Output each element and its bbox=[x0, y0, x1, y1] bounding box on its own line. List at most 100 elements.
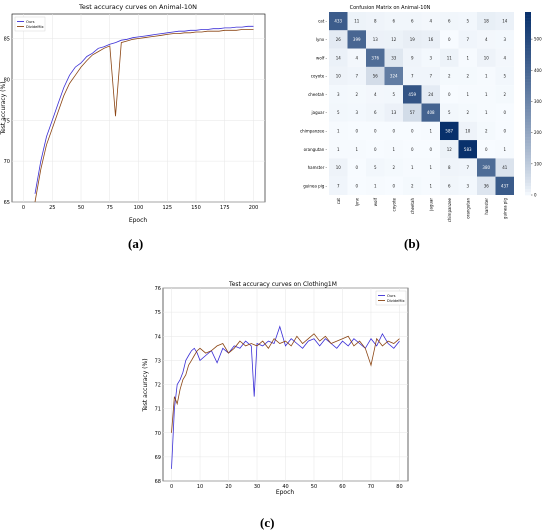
colorbar-segment bbox=[525, 112, 531, 116]
colorbar-segment bbox=[525, 36, 531, 40]
x-tick-label: 0 bbox=[22, 205, 25, 211]
cell-value-label: 0 bbox=[448, 37, 451, 42]
cell-value-label: 6 bbox=[392, 19, 395, 24]
cell-value-label: 1 bbox=[485, 92, 488, 97]
cell-value-label: 14 bbox=[336, 55, 342, 60]
y-tick-label: 68 bbox=[155, 479, 161, 485]
cell-value-label: 3 bbox=[466, 183, 469, 188]
colorbar-segment bbox=[525, 88, 531, 92]
colorbar-segment bbox=[525, 164, 531, 168]
colorbar-segment bbox=[525, 167, 531, 171]
heatmap-cell bbox=[329, 140, 348, 159]
y-tick-label: 65 bbox=[4, 200, 10, 206]
confusion-matrix-chart: Confusion Matrix on Animal-10N 433 11 8 6 6 4… bbox=[300, 5, 542, 222]
cell-value-label: 10 bbox=[465, 128, 471, 133]
cell-value-label: 7 bbox=[411, 74, 414, 79]
cell-value-label: 26 bbox=[336, 37, 342, 42]
colorbar-segment bbox=[525, 85, 531, 89]
heatmap-cell bbox=[384, 48, 403, 67]
heatmap-cell bbox=[366, 66, 385, 86]
x-tick-label: 100 bbox=[134, 205, 144, 211]
heatmap-cell bbox=[384, 66, 403, 86]
cell-value-label: 0 bbox=[374, 147, 377, 152]
colorbar-segment bbox=[525, 12, 531, 16]
heatmap-cell bbox=[329, 30, 348, 49]
heatmap-cell bbox=[477, 121, 496, 141]
legend-entry: Ours bbox=[26, 20, 35, 24]
chart-title: Test accuracy curves on Animal-10N bbox=[78, 3, 197, 11]
heatmap-cell bbox=[458, 158, 477, 177]
heatmap-cell bbox=[495, 66, 514, 86]
cell-value-label: 2 bbox=[448, 74, 451, 79]
heatmap-cell bbox=[329, 176, 348, 195]
cell-value-label: 5 bbox=[337, 110, 340, 115]
heatmap-cell bbox=[440, 12, 459, 31]
cell-value-label: 1 bbox=[429, 183, 432, 188]
cell-value-label: 2 bbox=[466, 110, 469, 115]
cell-value-label: 9 bbox=[411, 55, 414, 60]
cell-value-label: 33 bbox=[391, 55, 397, 60]
heatmap-cell bbox=[403, 30, 422, 49]
y-tick-label: 75 bbox=[155, 310, 161, 316]
cell-value-label: 36 bbox=[484, 183, 490, 188]
cell-value-label: 324 bbox=[390, 74, 398, 79]
heatmap-cell bbox=[329, 48, 348, 67]
cell-value-label: 2 bbox=[411, 183, 414, 188]
x-tick-label: 125 bbox=[162, 205, 172, 211]
heatmap-cell bbox=[458, 121, 477, 141]
cell-value-label: 1 bbox=[485, 110, 488, 115]
x-tick-label: 50 bbox=[78, 205, 84, 211]
heatmap-cell bbox=[440, 48, 459, 67]
cell-value-label: 7 bbox=[466, 165, 469, 170]
heatmap-cell bbox=[458, 12, 477, 31]
heatmap-cell bbox=[458, 30, 477, 49]
y-tick-label: 73 bbox=[155, 358, 161, 364]
cell-value-label: 19 bbox=[410, 37, 416, 42]
heatmap-cell bbox=[366, 158, 385, 177]
heatmap-cell bbox=[403, 103, 422, 122]
y-tick-label: 75 bbox=[4, 118, 10, 124]
cell-value-label: 8 bbox=[448, 165, 451, 170]
colorbar-segment bbox=[525, 51, 531, 55]
colorbar-segment bbox=[525, 134, 531, 138]
colorbar-tick-label: 100 bbox=[534, 161, 542, 166]
heatmap-cell bbox=[347, 103, 366, 122]
heatmap-cell bbox=[495, 121, 514, 141]
cell-value-label: 16 bbox=[428, 37, 434, 42]
cell-value-label: 4 bbox=[429, 19, 432, 24]
cell-value-label: 0 bbox=[355, 183, 358, 188]
cell-value-label: 0 bbox=[374, 128, 377, 133]
colorbar-segment bbox=[525, 121, 531, 126]
cell-value-label: 3 bbox=[503, 37, 506, 42]
heatmap-cell bbox=[384, 176, 403, 195]
heatmap-cell bbox=[477, 140, 496, 159]
cell-value-label: 5 bbox=[392, 92, 395, 97]
colorbar-segment bbox=[525, 79, 531, 83]
chart-title: Test accuracy curves on Clothing1M bbox=[228, 281, 337, 288]
cell-value-label: 0 bbox=[448, 92, 451, 97]
y-tick-label: 69 bbox=[155, 455, 161, 461]
colorbar-segment bbox=[525, 27, 531, 31]
cell-value-label: 1 bbox=[485, 74, 488, 79]
series-line-dividemix bbox=[171, 333, 400, 433]
clothing1m-accuracy-chart: Test accuracy curves on Clothing1M 68 69 7… bbox=[142, 281, 409, 496]
legend-box bbox=[14, 16, 46, 32]
row-label: hamster - bbox=[308, 165, 328, 170]
cell-value-label: 0 bbox=[355, 165, 358, 170]
x-tick-label: 60 bbox=[339, 484, 345, 490]
heatmap-cell bbox=[458, 66, 477, 86]
cell-value-label: 11 bbox=[354, 19, 360, 24]
colorbar-segment bbox=[525, 158, 531, 162]
cell-value-label: 0 bbox=[503, 128, 506, 133]
colorbar-segment bbox=[525, 18, 531, 22]
colorbar-tick-label: 500 bbox=[534, 37, 542, 42]
heatmap-cell bbox=[421, 85, 440, 104]
colorbar-segment bbox=[525, 15, 531, 19]
colorbar-segment bbox=[525, 179, 531, 184]
x-axis-label: Epoch bbox=[276, 489, 295, 496]
cell-value-label: 1 bbox=[503, 147, 506, 152]
cell-value-label: 1 bbox=[374, 183, 377, 188]
y-tick-label: 70 bbox=[4, 159, 10, 165]
colorbar-segment bbox=[525, 118, 531, 123]
colorbar-segment bbox=[525, 57, 531, 62]
